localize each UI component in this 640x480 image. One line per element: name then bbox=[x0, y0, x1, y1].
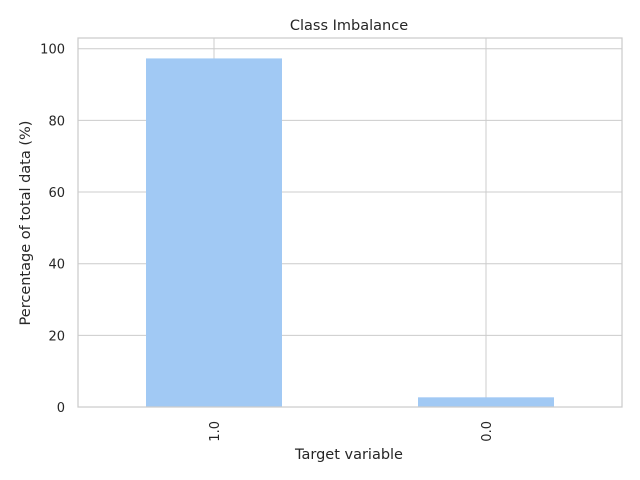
bar-1.0 bbox=[146, 58, 282, 408]
plot-frame bbox=[77, 37, 623, 408]
y-tick-label: 80 bbox=[48, 114, 65, 129]
y-tick-label: 0 bbox=[57, 401, 65, 416]
chart-title: Class Imbalance bbox=[290, 18, 408, 34]
y-tick-label: 40 bbox=[48, 258, 65, 273]
y-tick-label: 100 bbox=[40, 43, 65, 58]
y-tick-label: 60 bbox=[48, 186, 65, 201]
x-tick-labels: 1.0 0.0 bbox=[208, 421, 495, 442]
x-tick-label: 0.0 bbox=[480, 421, 495, 442]
bars bbox=[146, 58, 554, 408]
x-tick-label: 1.0 bbox=[208, 421, 223, 442]
y-axis-label: Percentage of total data (%) bbox=[18, 121, 34, 326]
y-tick-labels: 0 20 40 60 80 100 bbox=[40, 43, 65, 416]
bar-0.0 bbox=[418, 397, 554, 407]
x-axis-label: Target variable bbox=[294, 447, 403, 463]
y-tick-label: 20 bbox=[48, 329, 65, 344]
